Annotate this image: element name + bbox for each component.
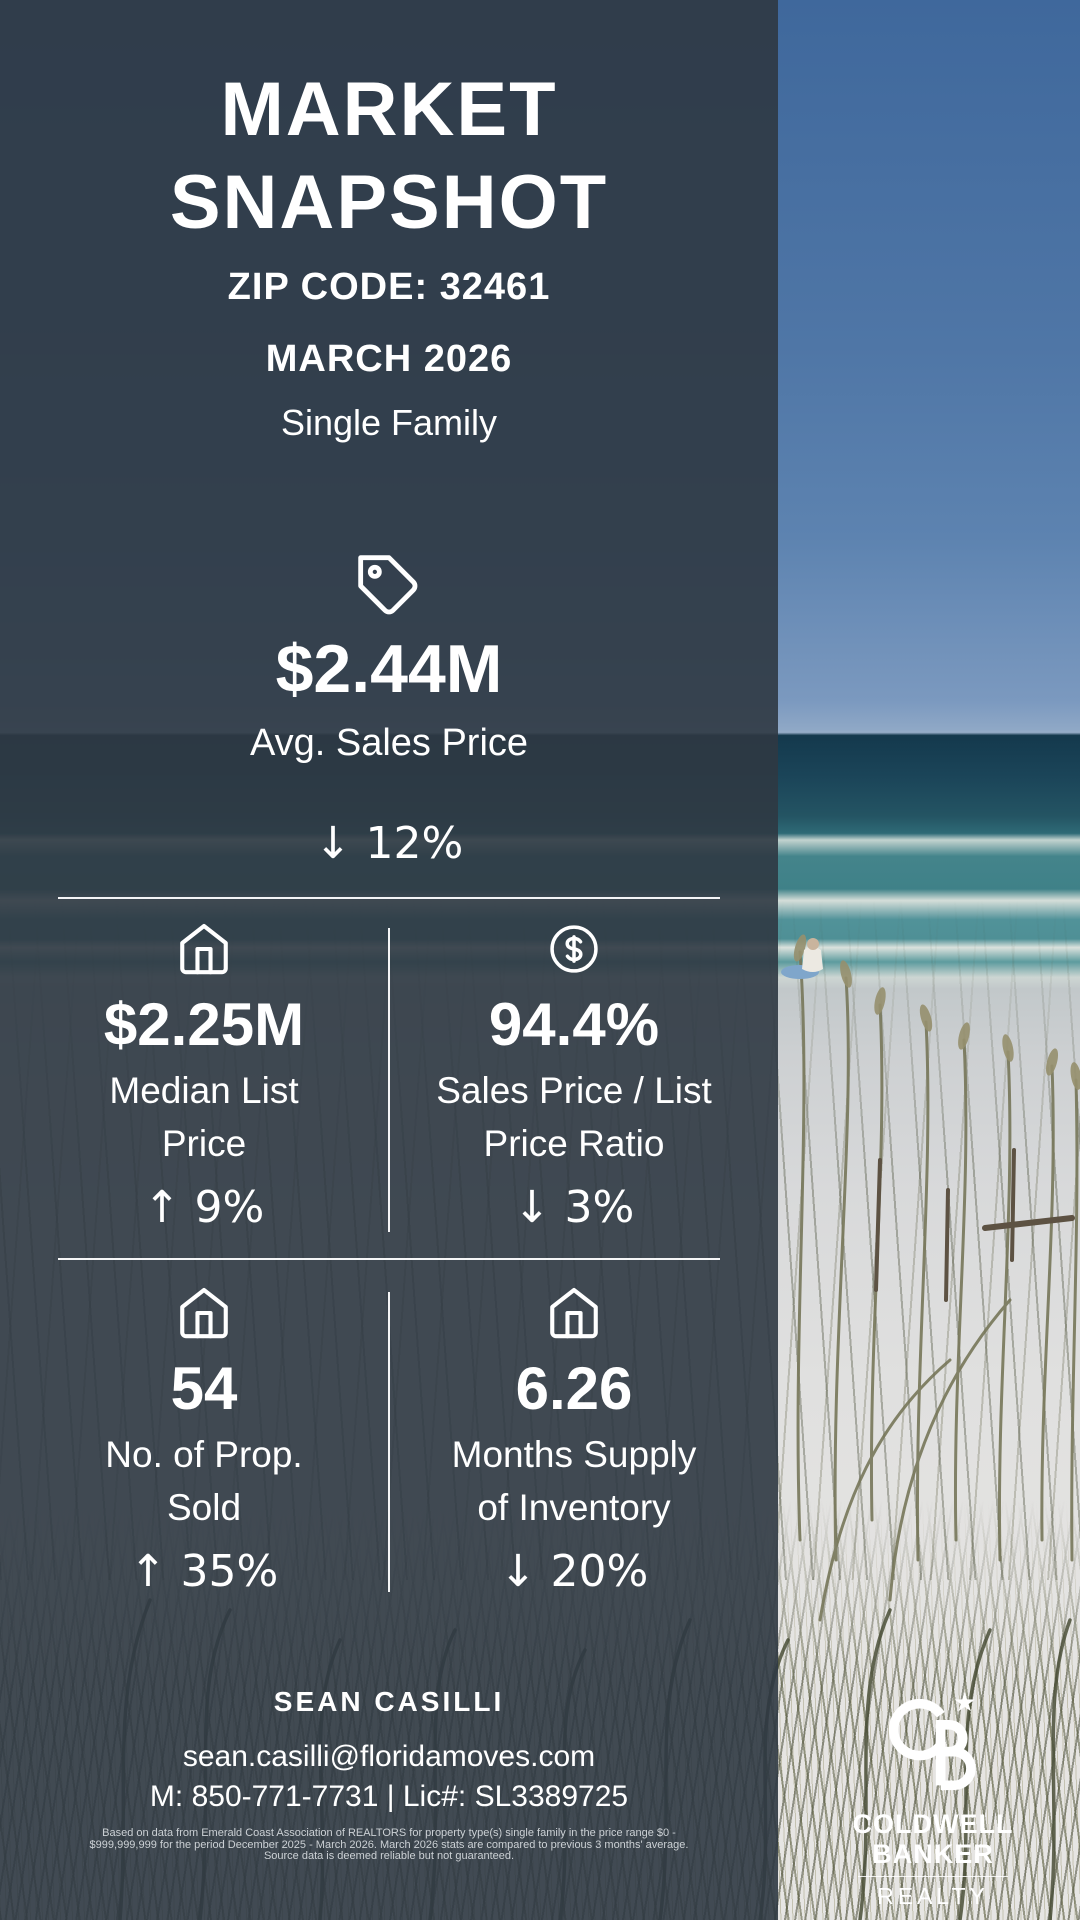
stats-row-1: $2.25M Median List Price ↑ 9% 94.4% Sale… — [19, 920, 759, 1233]
beachgoer — [781, 938, 823, 979]
brand-name-line1: COLDWELL — [852, 1809, 1014, 1839]
stat-label-line1: No. of Prop. — [105, 1434, 303, 1475]
zip-code-line: ZIP CODE: 32461 — [227, 266, 551, 308]
property-type: Single Family — [280, 402, 498, 443]
stat-label: Median List Price — [19, 1065, 389, 1170]
avg-sales-price-value: $2.44M — [275, 631, 503, 707]
report-period: MARCH 2026 — [265, 338, 513, 380]
agent-name: SEAN CASILLI — [273, 1686, 505, 1717]
stat-properties-sold: 54 No. of Prop. Sold ↑ 35% — [19, 1284, 389, 1597]
dollar-circle-icon — [389, 920, 759, 978]
agent-contact-line: M: 850-771-7731 | Lic#: SL3389725 — [149, 1780, 629, 1813]
tag-icon — [0, 552, 778, 625]
stat-label-line2: Price Ratio — [483, 1122, 665, 1164]
agent-email: sean.casilli@floridamoves.com — [182, 1740, 596, 1773]
divider-horizontal-2 — [58, 1258, 720, 1260]
page-title-line1: MARKET — [220, 67, 558, 152]
stat-change: ↑ 9% — [143, 1182, 265, 1234]
home-icon — [19, 920, 389, 978]
divider-vertical-2 — [388, 1292, 390, 1592]
coldwell-banker-logo: COLDWELL BANKER REALTY — [846, 1690, 1020, 1910]
brand-divider — [858, 1876, 1008, 1878]
stat-label: No. of Prop. Sold — [19, 1429, 389, 1534]
home-icon — [19, 1284, 389, 1342]
stat-label: Sales Price / List Price Ratio — [389, 1065, 759, 1170]
fence-sticks — [874, 1148, 1075, 1302]
avg-sales-price-label: Avg. Sales Price — [249, 722, 529, 764]
brand-name: COLDWELL BANKER — [846, 1809, 1020, 1869]
cb-monogram-icon — [846, 1690, 1020, 1805]
stat-median-list-price: $2.25M Median List Price ↑ 9% — [19, 920, 389, 1233]
stat-label: Months Supply of Inventory — [389, 1429, 759, 1534]
stat-value: 94.4% — [488, 991, 660, 1058]
divider-horizontal-1 — [58, 897, 720, 899]
brand-division: REALTY — [877, 1883, 989, 1910]
brand-name-line2: BANKER — [872, 1839, 994, 1870]
stat-change: ↑ 35% — [129, 1546, 279, 1598]
stat-change: ↓ 3% — [513, 1182, 635, 1234]
stat-label-line1: Median List — [109, 1070, 299, 1111]
stat-label-line2: Sold — [166, 1486, 242, 1528]
sea-oat-seed-heads — [793, 934, 1080, 1090]
stat-value: 54 — [170, 1355, 238, 1422]
home-icon — [389, 1284, 759, 1342]
stat-value: $2.25M — [103, 991, 305, 1058]
stat-label-line1: Months Supply — [451, 1434, 697, 1475]
page-title: MARKET SNAPSHOT — [0, 64, 778, 249]
avg-sales-price-change: ↓ 12% — [314, 818, 464, 869]
stat-label-line2: Price — [161, 1122, 247, 1164]
page-title-line2: SNAPSHOT — [169, 159, 609, 245]
stat-value: 6.26 — [515, 1355, 633, 1422]
stat-label-line1: Sales Price / List — [436, 1070, 712, 1111]
stat-change: ↓ 20% — [499, 1546, 649, 1598]
disclaimer-text: Based on data from Emerald Coast Associa… — [89, 1827, 689, 1863]
stat-sales-to-list-ratio: 94.4% Sales Price / List Price Ratio ↓ 3… — [389, 920, 759, 1233]
stat-label-line2: of Inventory — [477, 1486, 671, 1528]
stats-row-2: 54 No. of Prop. Sold ↑ 35% 6.26 Months S… — [19, 1284, 759, 1597]
divider-vertical-1 — [388, 928, 390, 1232]
stat-months-supply: 6.26 Months Supply of Inventory ↓ 20% — [389, 1284, 759, 1597]
